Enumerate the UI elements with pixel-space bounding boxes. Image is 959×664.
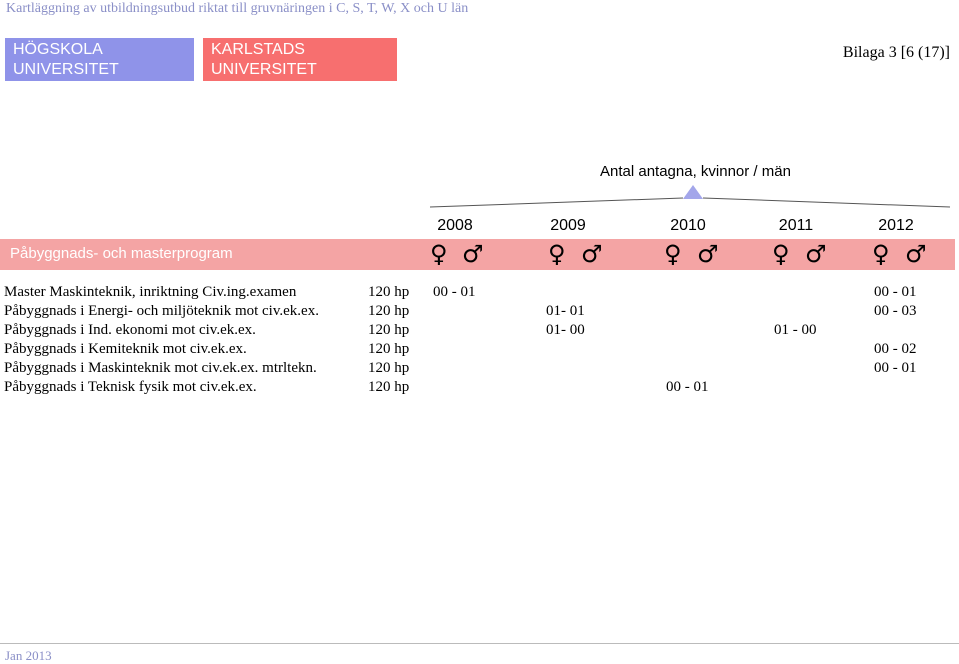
program-row: Påbyggnads i Energi- och miljöteknik mot… [4, 302, 944, 321]
female-icon: ♀ [548, 240, 566, 268]
admitted-2012: 00 - 02 [874, 341, 917, 357]
connector-right-line [702, 197, 951, 208]
year-2012: 2012 [878, 217, 914, 234]
male-icon: ♂ [462, 240, 484, 268]
logo-line-2: UNIVERSITET [13, 61, 119, 78]
program-credits: 120 hp [368, 284, 410, 300]
appendix-label: Bilaga 3 [6 (17)] [842, 44, 950, 61]
male-icon: ♂ [905, 240, 927, 268]
logo-line-1: HÖGSKOLA [13, 41, 103, 58]
logo-line-1: KARLSTADS [211, 41, 305, 58]
program-name: Master Maskinteknik, inriktning Civ.ing.… [4, 284, 297, 300]
admitted-2009: 01- 00 [546, 322, 585, 338]
program-name: Påbyggnads i Maskinteknik mot civ.ek.ex.… [4, 360, 317, 376]
program-row: Påbyggnads i Ind. ekonomi mot civ.ek.ex.… [4, 321, 944, 340]
admitted-2011: 01 - 00 [774, 322, 817, 338]
year-2011: 2011 [778, 217, 814, 234]
karlstads-logo: KARLSTADS UNIVERSITET [203, 38, 397, 81]
female-icon: ♀ [664, 240, 682, 268]
program-name: Påbyggnads i Kemiteknik mot civ.ek.ex. [4, 341, 247, 357]
program-row: Påbyggnads i Kemiteknik mot civ.ek.ex. 12… [4, 340, 944, 359]
female-icon: ♀ [772, 240, 790, 268]
admitted-2012: 00 - 01 [874, 360, 917, 376]
female-icon: ♀ [430, 240, 448, 268]
year-2008: 2008 [437, 217, 473, 234]
program-credits: 120 hp [368, 379, 410, 395]
program-credits: 120 hp [368, 322, 410, 338]
logo-line-2: UNIVERSITET [211, 61, 317, 78]
program-name: Påbyggnads i Teknisk fysik mot civ.ek.ex… [4, 379, 257, 395]
program-credits: 120 hp [368, 341, 410, 357]
section-band [0, 239, 955, 270]
admitted-2008: 00 - 01 [433, 284, 476, 300]
female-icon: ♀ [872, 240, 890, 268]
year-2009: 2009 [550, 217, 586, 234]
admitted-2010: 00 - 01 [666, 379, 709, 395]
footer-date: Jan 2013 [5, 648, 52, 663]
program-row: Master Maskinteknik, inriktning Civ.ing.… [4, 283, 944, 302]
program-credits: 120 hp [368, 360, 410, 376]
hogskola-logo: HÖGSKOLA UNIVERSITET [5, 38, 194, 81]
program-credits: 120 hp [368, 303, 410, 319]
program-name: Påbyggnads i Ind. ekonomi mot civ.ek.ex. [4, 322, 256, 338]
section-label: Påbyggnads- och masterprogram [10, 245, 233, 262]
male-icon: ♂ [697, 240, 719, 268]
connector-left-line [429, 197, 684, 208]
chart-caption: Antal antagna, kvinnor / män [600, 163, 791, 180]
caption-arrow-icon [683, 185, 703, 199]
program-name: Påbyggnads i Energi- och miljöteknik mot… [4, 303, 319, 319]
year-2010: 2010 [670, 217, 706, 234]
program-row: Påbyggnads i Maskinteknik mot civ.ek.ex.… [4, 359, 944, 378]
admitted-2009: 01- 01 [546, 303, 585, 319]
document-title: Kartläggning av utbildningsutbud riktat … [6, 1, 469, 16]
program-row: Påbyggnads i Teknisk fysik mot civ.ek.ex… [4, 378, 944, 397]
male-icon: ♂ [581, 240, 603, 268]
admitted-2012: 00 - 03 [874, 303, 917, 319]
male-icon: ♂ [805, 240, 827, 268]
footer-divider [0, 643, 959, 644]
admitted-2012: 00 - 01 [874, 284, 917, 300]
